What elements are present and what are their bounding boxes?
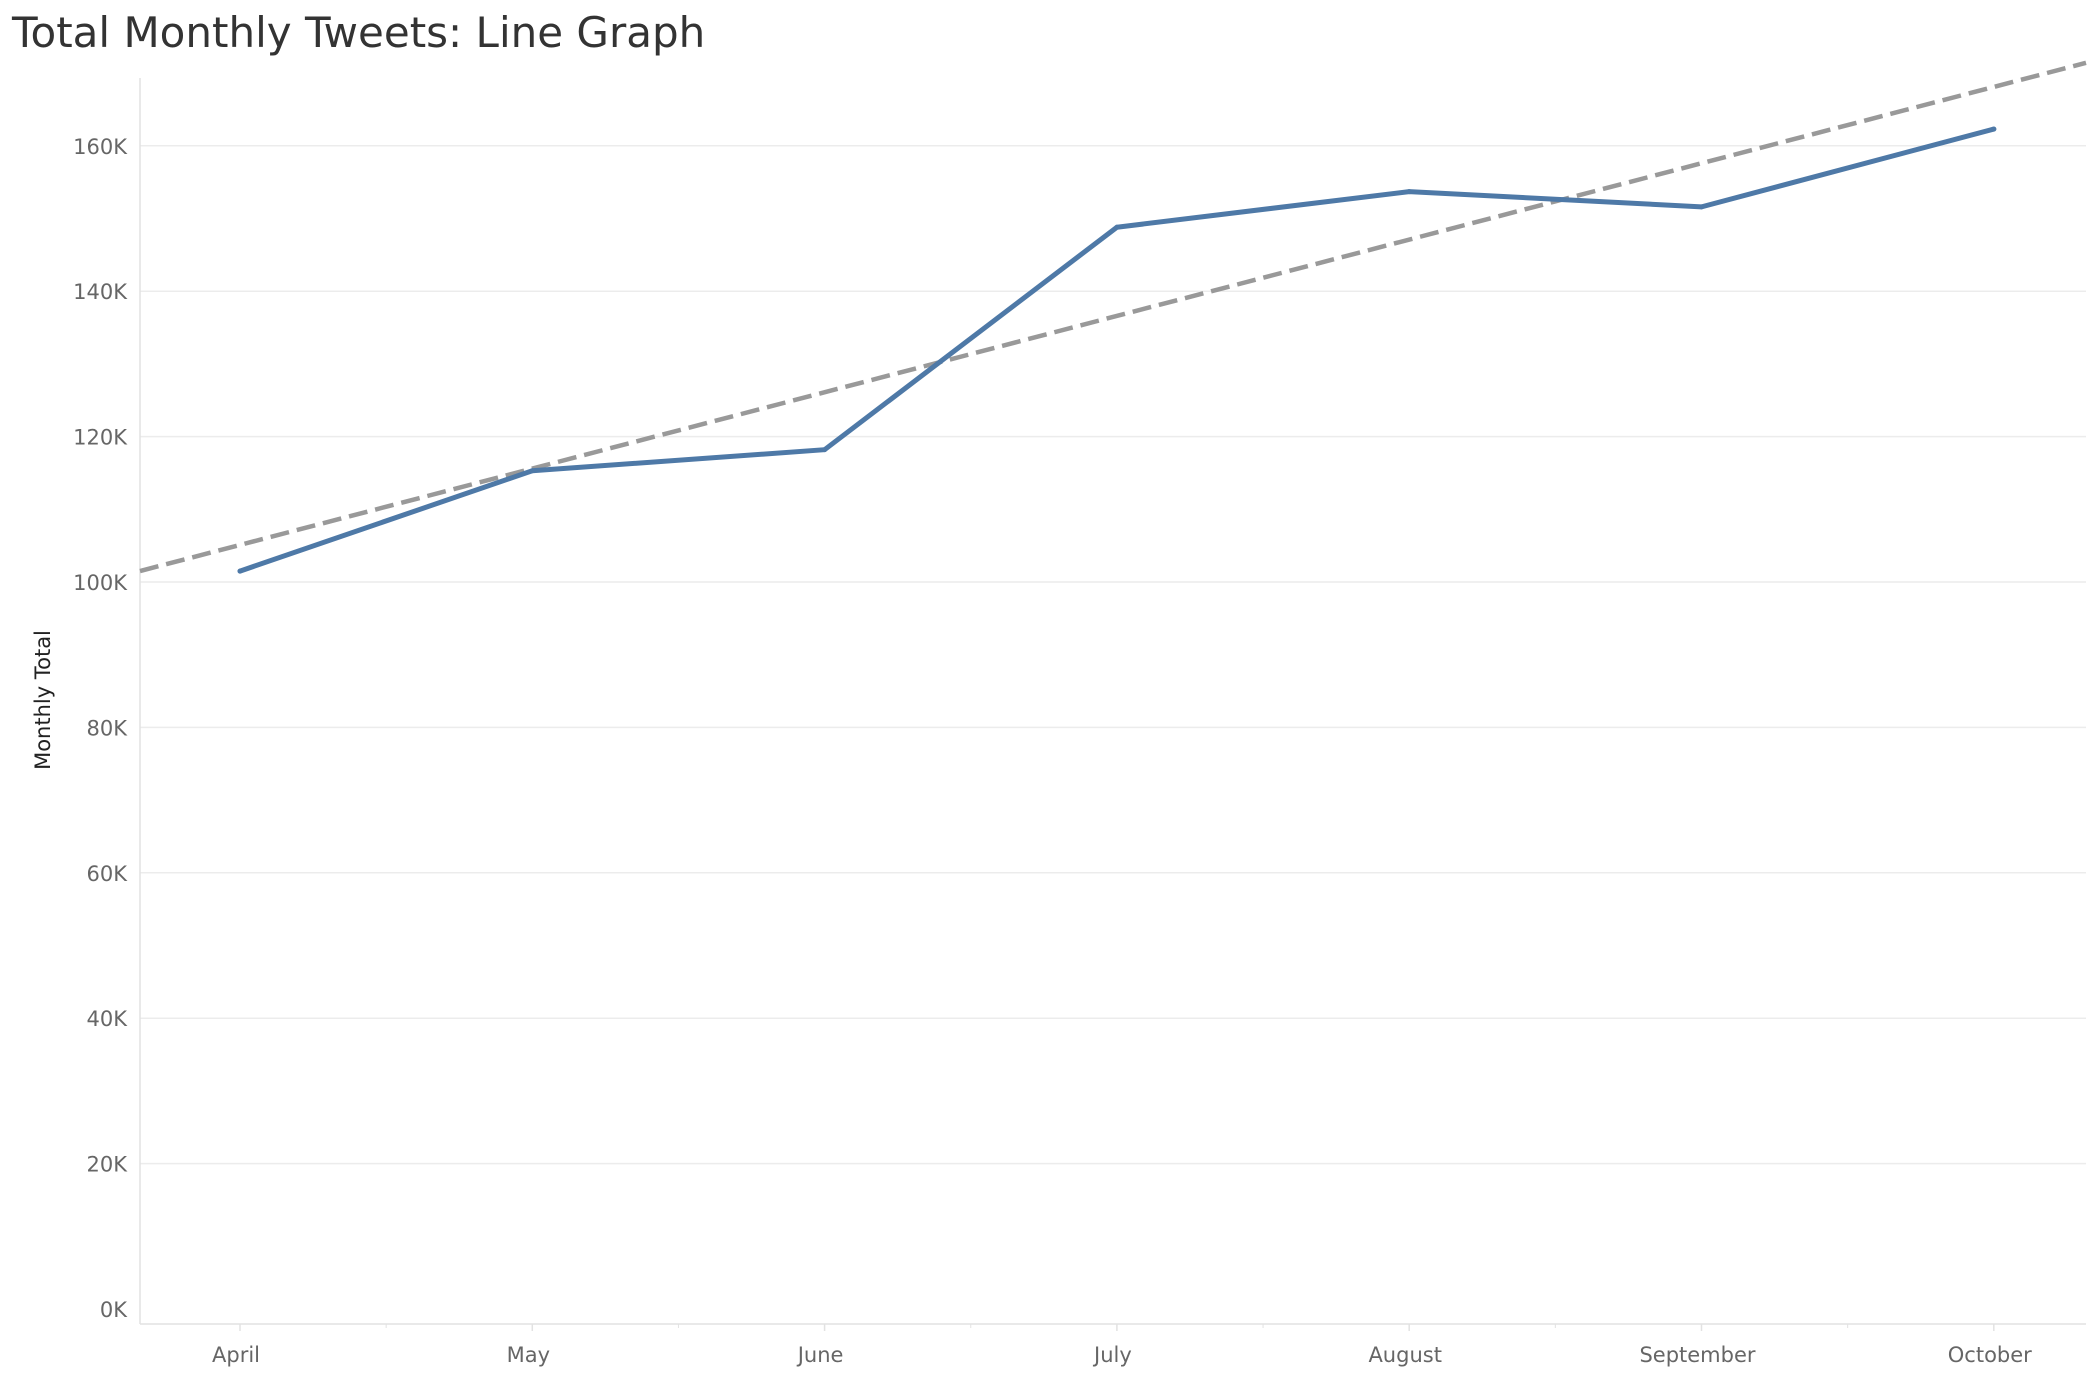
y-tick-label: 120K [73,426,128,450]
x-tick-label: July [1092,1343,1132,1367]
x-tick-label: May [507,1343,550,1367]
x-tick-labels: April May June July August September October [212,1343,2032,1367]
data-point[interactable] [1406,189,1412,195]
trend-line-layer [139,60,2087,574]
y-tick-labels: 0K 20K 40K 60K 80K 100K 120K 140K 160K [73,135,128,1322]
y-tick-label: 0K [100,1298,128,1322]
data-point[interactable] [237,568,243,574]
x-tick-label: September [1639,1343,1755,1367]
axes [139,78,2086,1331]
data-point[interactable] [1699,204,1704,210]
y-tick-label: 80K [87,716,129,740]
series-line [237,126,1997,574]
y-tick-label: 60K [87,862,129,886]
x-tick-label: August [1368,1343,1442,1367]
y-tick-label: 20K [87,1153,129,1177]
x-tick-label: June [796,1343,844,1367]
y-tick-label: 40K [87,1007,129,1031]
data-point[interactable] [529,468,535,474]
y-tick-label: 140K [73,280,128,304]
data-point[interactable] [1114,224,1120,230]
data-point[interactable] [822,447,828,453]
y-tick-label: 160K [73,135,128,159]
chart-title: Total Monthly Tweets: Line Graph [12,8,706,57]
x-tick-label: April [212,1343,260,1367]
x-tick-label: October [1948,1343,2032,1367]
data-point[interactable] [1991,126,1997,132]
series-layer [237,126,1997,574]
y-tick-label: 100K [73,571,128,595]
trend-line [139,60,2087,574]
gridlines [140,145,2086,1165]
